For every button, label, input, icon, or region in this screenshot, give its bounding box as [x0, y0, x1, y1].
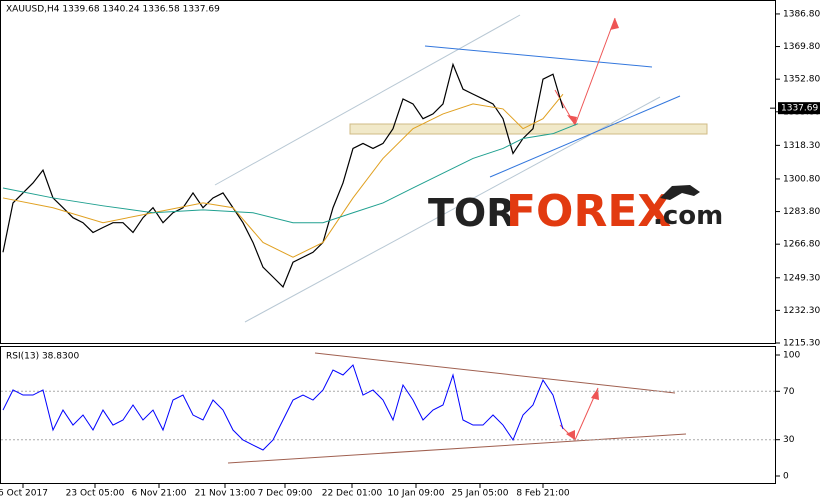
x-tick-label: 21 Nov 13:00: [195, 489, 256, 499]
rsi-title: RSI(13) 38.8300: [6, 352, 79, 362]
arrow-head: [567, 115, 577, 125]
y-tick-label: 0: [783, 472, 789, 482]
series-line: [2, 364, 564, 451]
price-label-box: [778, 102, 820, 115]
y-tick-label: 1249.30: [783, 273, 820, 283]
y-tick-label: 1300.80: [783, 174, 820, 184]
y-tick-label: 1318.30: [783, 141, 820, 151]
y-tick-label: 1215.30: [783, 339, 820, 349]
arrow-head: [566, 430, 575, 440]
channel-line: [214, 14, 521, 186]
x-tick-label: 6 Nov 21:00: [132, 489, 187, 499]
y-tick-label: 100: [783, 351, 800, 361]
x-tick-label: 25 Jan 05:00: [452, 489, 509, 499]
x-tick-label: 10 Jan 09:00: [388, 489, 445, 499]
y-tick-label: 1283.80: [783, 207, 820, 217]
x-tick-label: 7 Dec 09:00: [258, 489, 313, 499]
chart-title: XAUUSD,H4 1339.68 1340.24 1336.58 1337.6…: [6, 5, 220, 15]
x-tick-label: 23 Oct 05:00: [66, 489, 125, 499]
rsi-trend-line: [314, 352, 676, 394]
rsi-trend-line: [227, 433, 687, 464]
x-tick-label: 22 Dec 01:00: [322, 489, 383, 499]
watermark-part: FOREX: [506, 186, 671, 237]
y-tick-label: 1369.80: [783, 42, 820, 52]
series-line: [2, 123, 579, 224]
watermark-part: TOR: [428, 191, 516, 235]
x-tick-label: 8 Feb 21:00: [516, 489, 570, 499]
watermark-part: .com: [653, 201, 723, 231]
bull-icon: [660, 185, 700, 200]
y-tick-label: 1232.30: [783, 306, 820, 316]
series-line: [2, 93, 564, 258]
trend-line: [489, 95, 681, 178]
y-tick-label: 1266.80: [783, 240, 820, 250]
arrow-head: [610, 18, 619, 30]
y-tick-label: 70: [783, 387, 795, 397]
x-tick-label: 6 Oct 2017: [0, 489, 48, 499]
series-line: [2, 62, 564, 289]
y-tick-label: 30: [783, 435, 795, 445]
y-tick-label: 1386.80: [783, 9, 820, 19]
price-label: 1337.69: [781, 104, 818, 114]
rsi-panel: [0, 346, 776, 484]
y-tick-label: 1352.80: [783, 75, 820, 85]
trend-line: [424, 45, 653, 68]
price-panel: [0, 0, 776, 344]
support-zone: [349, 123, 708, 135]
